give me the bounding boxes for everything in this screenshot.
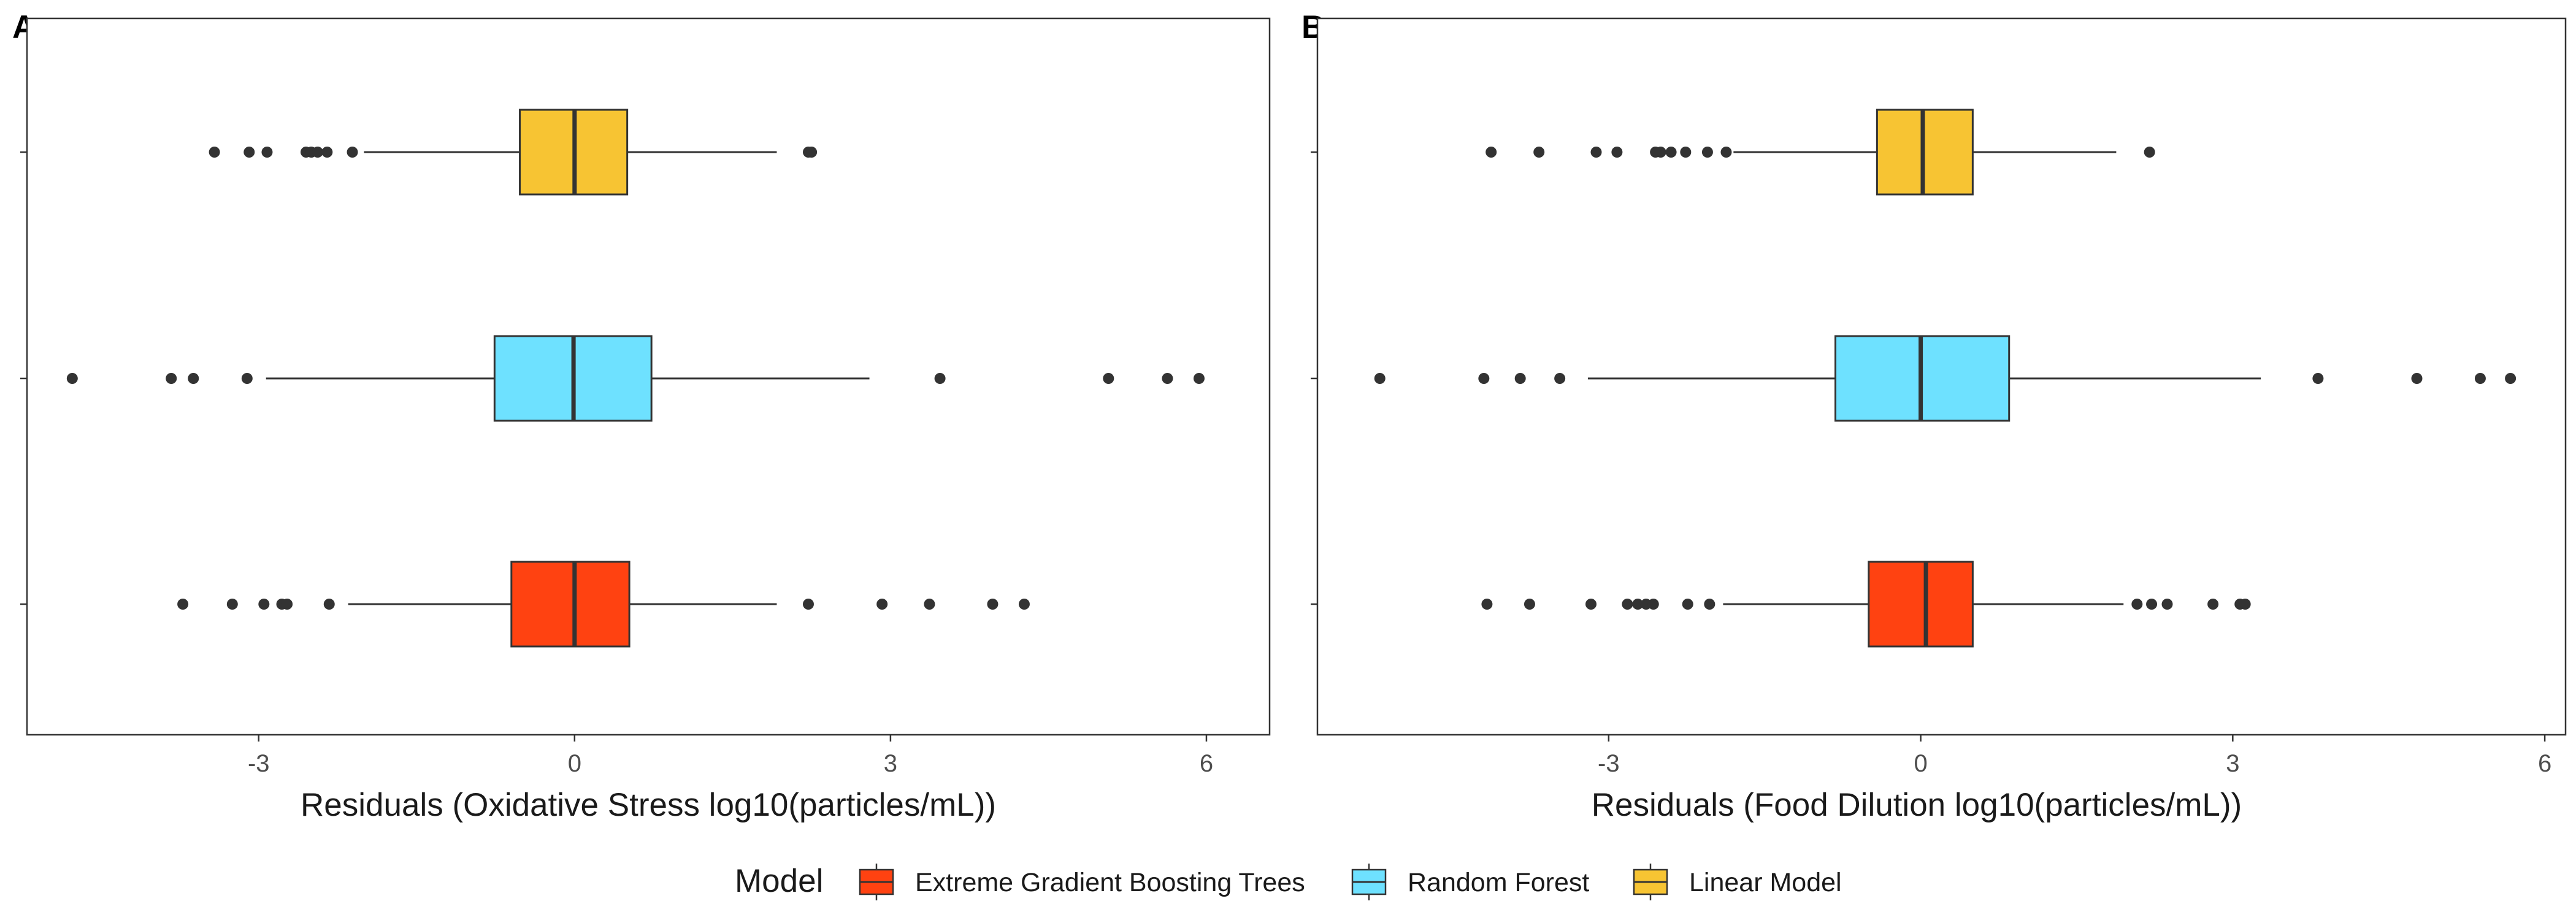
outlier-point xyxy=(241,373,253,384)
outlier-point xyxy=(1590,147,1602,158)
outlier-point xyxy=(312,147,323,158)
box-random-forest xyxy=(66,335,1205,422)
outlier-point xyxy=(1481,599,1493,610)
outlier-point xyxy=(261,147,273,158)
outlier-point xyxy=(1533,147,1545,158)
outlier-point xyxy=(2131,599,2143,610)
outlier-point xyxy=(924,599,935,610)
legend: Model Extreme Gradient Boosting Trees Ran… xyxy=(735,863,1842,900)
box-iqr xyxy=(1868,561,1974,648)
x-tick-label: 0 xyxy=(1914,750,1927,777)
box-iqr xyxy=(510,561,631,648)
outlier-point xyxy=(1162,373,1173,384)
legend-label: Extreme Gradient Boosting Trees xyxy=(915,868,1305,897)
outlier-point xyxy=(226,599,238,610)
outlier-point xyxy=(1585,599,1597,610)
outlier-point xyxy=(1655,147,1666,158)
legend-label: Random Forest xyxy=(1408,868,1589,897)
panel-a-x-axis-title: Residuals (Oxidative Stress log10(partic… xyxy=(301,787,996,823)
outlier-point xyxy=(806,147,818,158)
outlier-point xyxy=(1647,599,1659,610)
box-random-forest xyxy=(1374,335,2517,422)
outlier-point xyxy=(1103,373,1114,384)
legend-item: Extreme Gradient Boosting Trees xyxy=(859,864,1305,900)
outlier-point xyxy=(66,373,78,384)
outlier-point xyxy=(934,373,946,384)
outlier-point xyxy=(258,599,270,610)
outlier-point xyxy=(1193,373,1205,384)
x-tick-label: 3 xyxy=(884,750,897,777)
outlier-point xyxy=(1611,147,1623,158)
outlier-point xyxy=(1704,599,1715,610)
outlier-point xyxy=(1622,599,1633,610)
legend-item: Linear Model xyxy=(1633,864,1842,900)
panel-b-x-axis-title: Residuals (Food Dilution log10(particles… xyxy=(1592,787,2242,823)
outlier-point xyxy=(1478,373,1490,384)
outlier-point xyxy=(1632,599,1644,610)
outlier-point xyxy=(987,599,999,610)
outlier-point xyxy=(321,147,333,158)
outlier-point xyxy=(1554,373,1566,384)
outlier-point xyxy=(1514,373,1526,384)
panel-a: A Residuals (Oxidative Stress log10(part… xyxy=(12,9,1271,823)
outlier-point xyxy=(876,599,888,610)
outlier-point xyxy=(1701,147,1713,158)
legend-label: Linear Model xyxy=(1689,868,1842,897)
box-linear-model xyxy=(1485,109,2155,196)
panel-b: B Residuals (Food Dilution log10(particl… xyxy=(1301,9,2567,823)
outlier-point xyxy=(1665,147,1677,158)
outlier-point xyxy=(209,147,220,158)
box-extreme-gradient-boosting-trees xyxy=(1481,561,2251,648)
outlier-point xyxy=(188,373,199,384)
outlier-point xyxy=(243,147,255,158)
outlier-point xyxy=(2144,147,2155,158)
outlier-point xyxy=(323,599,335,610)
outlier-point xyxy=(1680,147,1692,158)
outlier-point xyxy=(1720,147,1732,158)
x-tick-label: 3 xyxy=(2226,750,2239,777)
outlier-point xyxy=(177,599,189,610)
outlier-point xyxy=(2312,373,2324,384)
x-tick-label: -3 xyxy=(1598,750,1620,777)
outlier-point xyxy=(2474,373,2486,384)
x-tick-label: -3 xyxy=(248,750,270,777)
outlier-point xyxy=(282,599,293,610)
legend-title: Model xyxy=(735,863,823,899)
outlier-point xyxy=(1682,599,1693,610)
box-extreme-gradient-boosting-trees xyxy=(177,561,1030,648)
outlier-point xyxy=(2161,599,2173,610)
box-linear-model xyxy=(209,109,818,196)
outlier-point xyxy=(166,373,177,384)
x-tick-label: 6 xyxy=(1200,750,1213,777)
outlier-point xyxy=(2146,599,2158,610)
outlier-point xyxy=(1485,147,1497,158)
outlier-point xyxy=(1374,373,1386,384)
legend-items: Extreme Gradient Boosting Trees Random Fo… xyxy=(859,864,1842,900)
outlier-point xyxy=(347,147,358,158)
outlier-point xyxy=(802,599,814,610)
outlier-point xyxy=(2207,599,2219,610)
legend-item: Random Forest xyxy=(1351,864,1589,900)
x-tick-label: 0 xyxy=(568,750,581,777)
outlier-point xyxy=(1018,599,1030,610)
x-tick-label: 6 xyxy=(2538,750,2551,777)
outlier-point xyxy=(2505,373,2517,384)
outlier-point xyxy=(2239,599,2251,610)
outlier-point xyxy=(2411,373,2423,384)
outlier-point xyxy=(1524,599,1535,610)
